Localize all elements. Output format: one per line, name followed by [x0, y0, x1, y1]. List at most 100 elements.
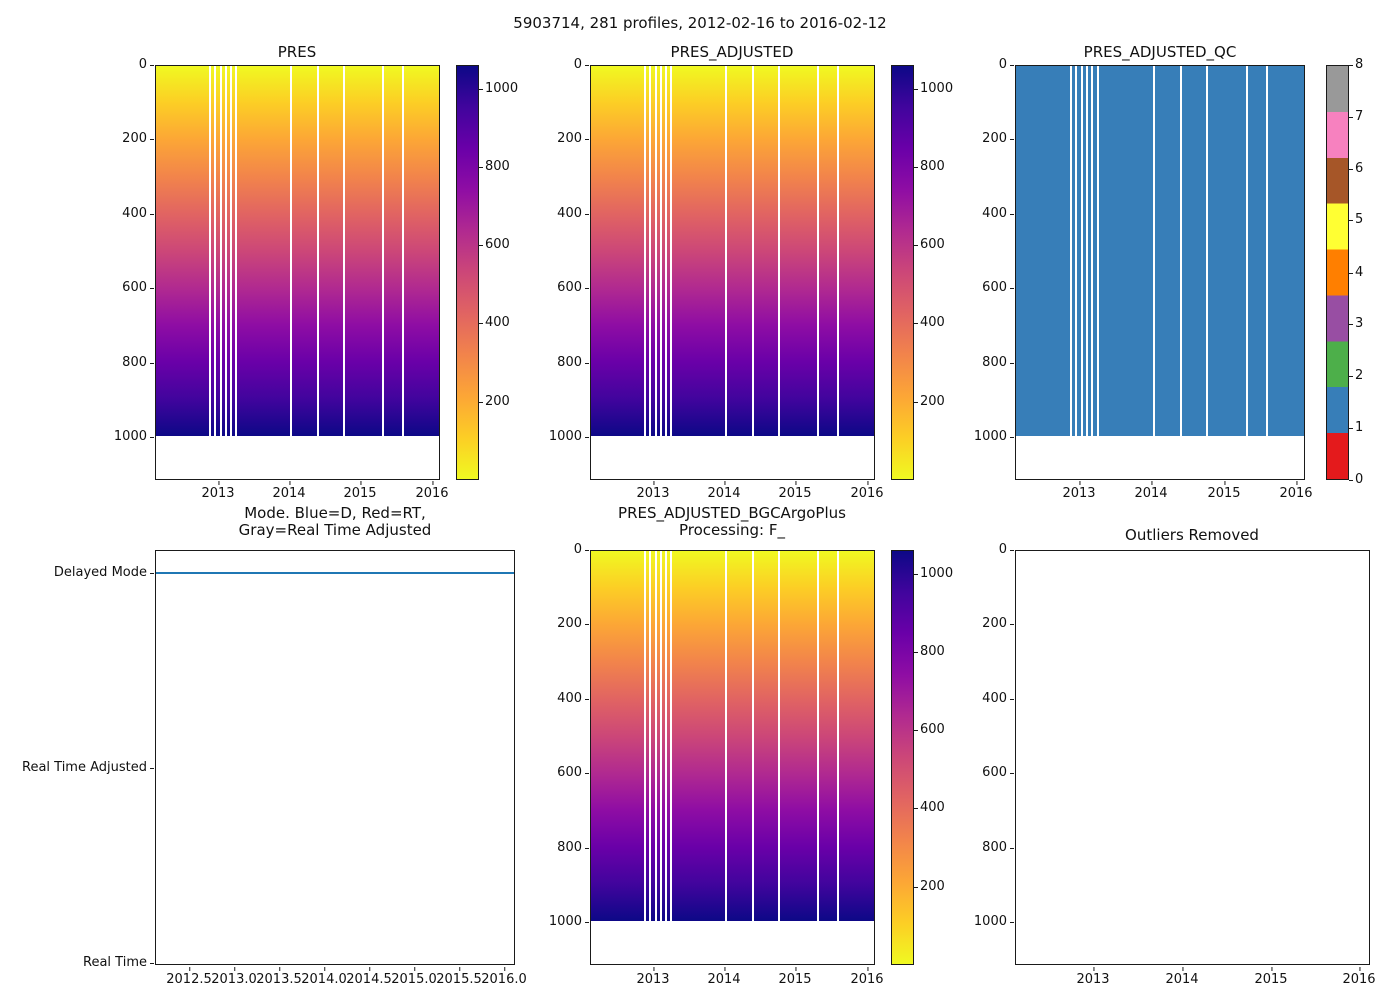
colorbar-tick-label: 200: [479, 394, 510, 409]
y-tick-label: 600: [961, 765, 1014, 781]
x-tick-label: 2015.5: [436, 967, 482, 987]
bgc-colorbar: [891, 550, 914, 965]
missing-profile-gap: [836, 66, 839, 437]
colorbar-tick-label: 7: [1348, 109, 1364, 124]
colorbar-tick-label: 4: [1348, 265, 1364, 280]
missing-profile-gap: [235, 66, 238, 437]
y-tick-label: 200: [536, 616, 589, 632]
y-tick-label: 200: [536, 131, 589, 147]
x-tick-label: 2013: [636, 481, 670, 501]
y-tick-label: 800: [101, 355, 154, 371]
missing-profile-gap: [219, 66, 222, 437]
x-tick-label: 2015.0: [391, 967, 437, 987]
y-tick-label: 1000: [961, 429, 1014, 445]
colorbar-tick-label: 6: [1348, 161, 1364, 176]
pres-heatmap: [156, 66, 439, 437]
qc-colorbar: [1326, 65, 1349, 480]
y-tick-label: 400: [536, 206, 589, 222]
x-tick-label: 2014: [1165, 967, 1199, 987]
y-tick-label: 600: [536, 280, 589, 296]
y-tick-label: 800: [961, 355, 1014, 371]
mode-series-line: [156, 572, 514, 574]
y-tick-label: 1000: [101, 429, 154, 445]
missing-profile-gap: [230, 66, 233, 437]
missing-profile-gap: [1096, 66, 1099, 437]
missing-profile-gap: [644, 551, 647, 922]
y-tick-label: 800: [536, 355, 589, 371]
colorbar-tick-label: 600: [914, 237, 945, 252]
x-tick-label: 2016: [850, 481, 884, 501]
missing-profile-gap: [342, 66, 345, 437]
subplot-pres-title: PRES: [277, 43, 317, 61]
colorbar-tick-label: 3: [1348, 316, 1364, 331]
x-tick-label: 2015: [1207, 481, 1241, 501]
y-tick-label: 600: [961, 280, 1014, 296]
y-tick-label: 600: [536, 765, 589, 781]
colorbar-tick-label: 400: [914, 315, 945, 330]
x-tick-label: 2012.5: [166, 967, 212, 987]
colorbar-tick-label: 800: [914, 644, 945, 659]
subplot-bgc-axes: [590, 550, 875, 965]
missing-profile-gap: [1206, 66, 1209, 437]
missing-profile-gap: [816, 551, 819, 922]
missing-profile-gap: [670, 66, 673, 437]
colorbar-tick-label: 600: [479, 237, 510, 252]
colorbar-tick-label: 600: [914, 722, 945, 737]
pres-colorbar: [456, 65, 479, 480]
subplot-pres-axes: [155, 65, 440, 480]
missing-profile-gap: [214, 66, 217, 437]
subplot-mode-title: Mode. Blue=D, Red=RT, Gray=Real Time Adj…: [238, 504, 432, 539]
colorbar-tick-label: 1000: [913, 81, 954, 96]
missing-profile-gap: [317, 66, 320, 437]
x-tick-label: 2013: [1062, 481, 1096, 501]
missing-profile-gap: [1070, 66, 1073, 437]
x-tick-label: 2016.0: [481, 967, 527, 987]
figure-title: 5903714, 281 profiles, 2012-02-16 to 201…: [513, 14, 887, 32]
colorbar-tick-label: 1: [1348, 420, 1364, 435]
missing-profile-gap: [290, 66, 293, 437]
bgc-heatmap: [591, 551, 874, 922]
x-tick-label: 2015: [1254, 967, 1288, 987]
missing-profile-gap: [1152, 66, 1155, 437]
y-tick-label: 800: [961, 840, 1014, 856]
colorbar-tick-label: 2: [1348, 368, 1364, 383]
y-tick-label: 1000: [536, 914, 589, 930]
missing-profile-gap: [752, 551, 755, 922]
y-tick-label: 0: [961, 542, 1014, 558]
colorbar-tick-label: 400: [479, 315, 510, 330]
y-tick-label: 400: [961, 206, 1014, 222]
missing-profile-gap: [670, 551, 673, 922]
y-tick-label: 200: [961, 616, 1014, 632]
missing-profile-gap: [725, 551, 728, 922]
y-category-label: Delayed Mode: [5, 565, 154, 581]
missing-profile-gap: [1091, 66, 1094, 437]
missing-profile-gap: [401, 66, 404, 437]
y-tick-label: 400: [101, 206, 154, 222]
missing-profile-gap: [752, 66, 755, 437]
missing-profile-gap: [777, 66, 780, 437]
pres-adjusted-heatmap: [591, 66, 874, 437]
subplot-qc-axes: [1015, 65, 1305, 480]
colorbar-tick-label: 1000: [913, 566, 954, 581]
x-tick-label: 2016: [415, 481, 449, 501]
x-tick-label: 2014.0: [301, 967, 347, 987]
subplot-pres-adjusted-axes: [590, 65, 875, 480]
x-tick-label: 2013: [636, 967, 670, 987]
missing-profile-gap: [777, 551, 780, 922]
colorbar-tick-label: 200: [914, 879, 945, 894]
colorbar-tick-label: 5: [1348, 212, 1364, 227]
y-tick-label: 1000: [536, 429, 589, 445]
x-tick-label: 2014.5: [346, 967, 392, 987]
missing-profile-gap: [836, 551, 839, 922]
pres-adjusted-colorbar: [891, 65, 914, 480]
colorbar-tick-label: 1000: [478, 81, 519, 96]
y-tick-label: 1000: [961, 914, 1014, 930]
missing-profile-gap: [1180, 66, 1183, 437]
missing-profile-gap: [1081, 66, 1084, 437]
y-tick-label: 0: [536, 542, 589, 558]
colorbar-tick-label: 200: [914, 394, 945, 409]
missing-profile-gap: [665, 551, 668, 922]
y-category-label: Real Time: [5, 955, 154, 971]
colorbar-tick-label: 800: [914, 159, 945, 174]
